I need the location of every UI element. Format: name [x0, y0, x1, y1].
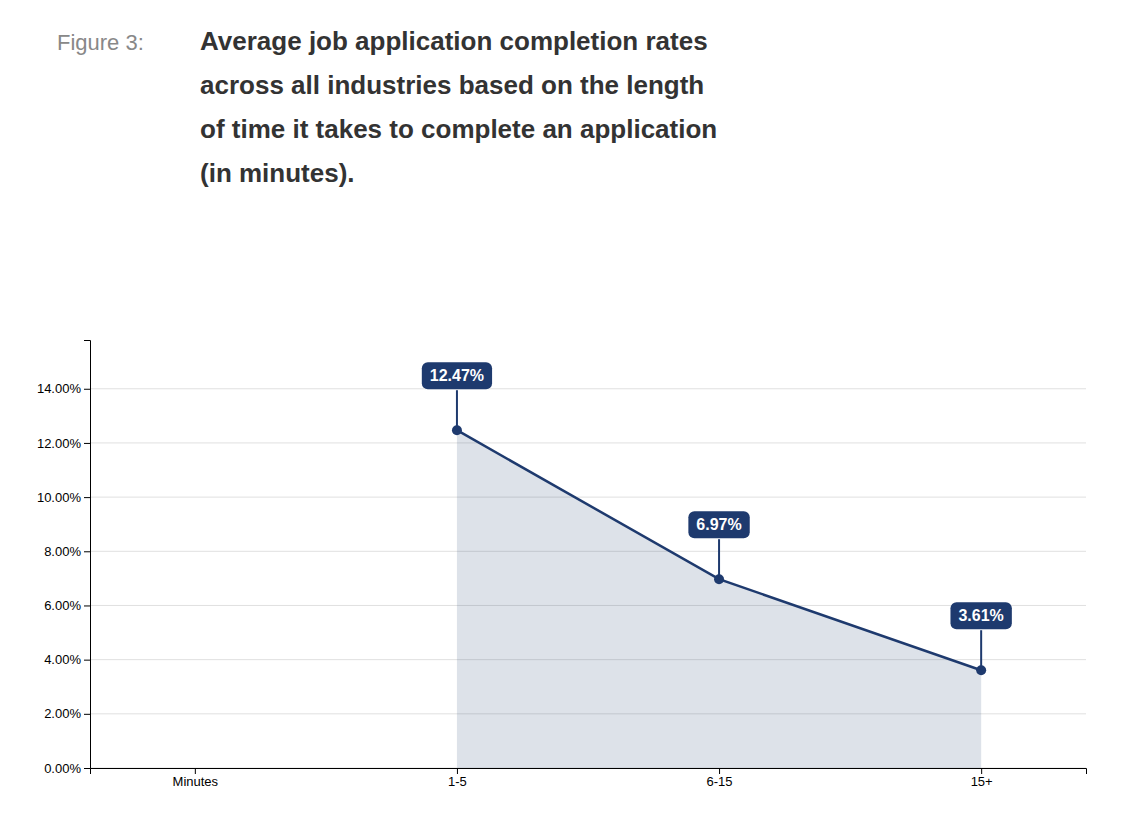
title: Average job application completion rates — [200, 26, 708, 56]
y-tick-label: 10.00% — [37, 490, 82, 505]
title: across all industries based on the lengt… — [200, 70, 704, 100]
x-tick-mark — [457, 768, 458, 774]
data-labels: 12.47% 6.97% 3.61% — [422, 362, 1012, 670]
plot: 0.00% 2.00% 4.00% 6.00% 8.00% 10.00% 12.00% 14.… — [37, 341, 1087, 790]
y-tick-label: 12.00% — [37, 436, 82, 451]
data-label-text: 3.61% — [958, 607, 1003, 624]
title: (in minutes). — [200, 158, 355, 188]
data-label: 3.61% — [950, 602, 1011, 670]
y-tick-label: 0.00% — [44, 761, 81, 776]
y-tick-mark — [84, 714, 90, 715]
x-tick-label: 15+ — [971, 774, 993, 789]
x-tick-label: 1-5 — [448, 774, 467, 789]
y-tick: 8.00% — [44, 544, 90, 559]
y-tick: 2.00% — [44, 706, 90, 721]
label-box — [688, 511, 749, 538]
area — [457, 430, 981, 768]
grid-line — [90, 497, 1086, 498]
x-tick-mark — [981, 768, 982, 774]
data-label: 12.47% — [422, 362, 492, 430]
y-tick-mark — [84, 768, 90, 769]
title-block: Figure 3: Average job application complet… — [57, 26, 717, 188]
y-tick: 0.00% — [44, 761, 90, 776]
x-tick-mark — [195, 768, 196, 774]
y-tick-label: 4.00% — [44, 652, 81, 667]
y-tick: 4.00% — [44, 652, 90, 667]
y-tick-mark — [84, 605, 90, 606]
y-tick: 6.00% — [44, 598, 90, 613]
y-tick-mark — [84, 551, 90, 552]
title-prefix: Figure 3: — [57, 30, 144, 55]
data-label-text: 12.47% — [430, 367, 484, 384]
marks — [452, 425, 986, 768]
label-connector — [980, 630, 982, 670]
grid-line — [90, 442, 1086, 443]
x-axis: Minutes 1-5 6-15 15+ — [91, 768, 1087, 789]
y-axis: 0.00% 2.00% 4.00% 6.00% 8.00% 10.00% 12.00% 14.… — [37, 341, 91, 776]
y-tick-mark — [84, 497, 90, 498]
y-axis-line — [84, 341, 91, 769]
data-label-text: 6.97% — [696, 516, 741, 533]
label-box — [950, 602, 1011, 629]
x-tick-label: Minutes — [173, 774, 219, 789]
title: of time it takes to complete an applicat… — [200, 114, 717, 144]
chart: Figure 3: Average job application complet… — [0, 0, 1136, 818]
y-tick-label: 6.00% — [44, 598, 81, 613]
y-tick: 12.00% — [37, 436, 90, 451]
y-tick-mark — [84, 660, 90, 661]
label-connector — [718, 539, 720, 579]
x-tick: 6-15 — [707, 768, 733, 789]
label-connector — [456, 390, 458, 430]
grid-line — [90, 388, 1086, 389]
y-tick-label: 2.00% — [44, 706, 81, 721]
y-tick-label: 14.00% — [37, 381, 82, 396]
y-tick-label: 8.00% — [44, 544, 81, 559]
grid — [90, 389, 1086, 768]
y-tick-mark — [84, 443, 90, 444]
y-tick-mark — [84, 389, 90, 390]
x-tick: Minutes — [173, 768, 219, 789]
y-tick: 10.00% — [37, 490, 90, 505]
y-tick: 14.00% — [37, 381, 90, 396]
x-tick: 15+ — [971, 768, 993, 789]
label-box — [422, 362, 492, 389]
x-axis-line — [91, 769, 1087, 775]
line — [457, 430, 981, 670]
x-tick-label: 6-15 — [707, 774, 733, 789]
x-tick-mark — [719, 768, 720, 774]
data-label: 6.97% — [688, 511, 749, 579]
x-tick: 1-5 — [448, 768, 467, 789]
